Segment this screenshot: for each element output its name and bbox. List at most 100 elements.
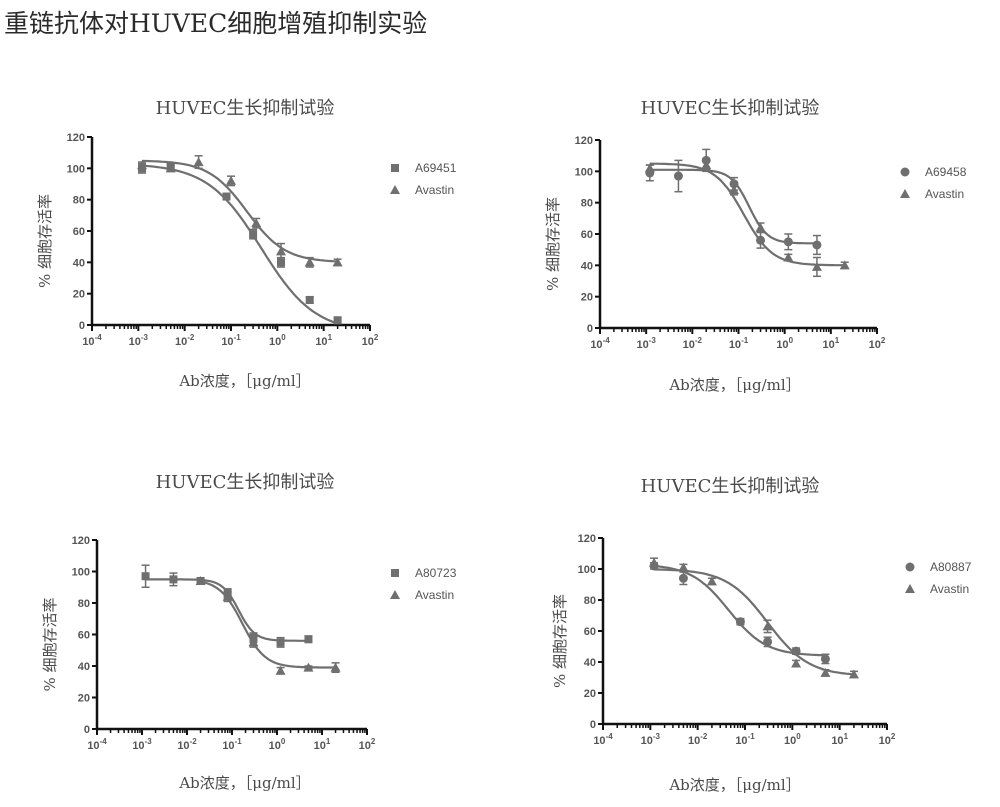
data-point [248, 637, 259, 647]
x-tick-label: 10-1 [221, 333, 241, 348]
legend-label: A80723 [415, 566, 457, 580]
data-point [820, 667, 831, 677]
square-legend-icon [391, 569, 399, 577]
data-point [820, 654, 830, 664]
data-point [303, 662, 314, 672]
data-point [735, 617, 745, 627]
legend-label: Avastin [925, 187, 964, 201]
x-tick-label: 10-2 [177, 737, 197, 752]
data-point [193, 157, 204, 167]
data-point [276, 246, 287, 256]
x-tick-label: 100 [784, 732, 801, 747]
x-tick-label: 101 [314, 737, 331, 752]
triangle-legend-icon [905, 584, 915, 593]
y-tick-label: 40 [584, 657, 596, 669]
y-axis-label: % 细胞存活率 [36, 194, 54, 288]
x-tick-label: 102 [359, 737, 376, 752]
x-axis-label: Ab浓度，［μg/ml］ [668, 776, 800, 794]
data-point [763, 637, 773, 647]
x-tick-label: 10-1 [735, 732, 755, 747]
x-tick-label: 100 [269, 737, 286, 752]
triangle-legend-icon [390, 185, 400, 194]
circle-legend-icon [905, 562, 915, 572]
x-tick-label: 102 [362, 333, 379, 348]
legend-label: A69451 [415, 161, 457, 175]
data-point [678, 573, 688, 583]
y-tick-label: 120 [578, 533, 596, 545]
data-point [195, 575, 206, 585]
data-point [275, 665, 286, 675]
legend-label: Avastin [415, 183, 454, 197]
legend-label: A80887 [930, 560, 972, 574]
page-title: 重链抗体对HUVEC细胞增殖抑制实验 [4, 9, 428, 38]
x-axis-label: Ab浓度，［μg/ml］ [178, 774, 310, 792]
x-tick-label: 10-3 [641, 732, 661, 747]
y-tick-label: 40 [581, 260, 593, 272]
data-point [729, 185, 740, 195]
fit-curve [200, 580, 336, 669]
data-point [783, 252, 794, 262]
y-tick-label: 80 [584, 595, 596, 607]
data-point [332, 257, 343, 267]
series-a80887 [649, 561, 830, 665]
y-tick-label: 80 [581, 198, 593, 210]
data-point [249, 230, 258, 239]
y-axis-label: % 细胞存活率 [544, 197, 562, 291]
x-tick-label: 10-2 [175, 333, 195, 348]
x-tick-label: 101 [822, 336, 839, 351]
triangle-legend-icon [390, 590, 400, 599]
y-tick-label: 100 [72, 567, 90, 579]
data-point [304, 635, 313, 644]
legend-label: Avastin [415, 588, 454, 602]
x-tick-label: 10-3 [132, 737, 152, 752]
y-tick-label: 0 [587, 323, 593, 335]
legend-label: A69458 [925, 165, 967, 179]
data-point [649, 557, 660, 567]
y-tick-label: 60 [581, 229, 593, 241]
x-tick-label: 102 [869, 336, 886, 351]
y-tick-label: 100 [575, 166, 593, 178]
y-axis-label: % 细胞存活率 [551, 594, 569, 688]
x-axis-label: Ab浓度，［μg/ml］ [668, 376, 800, 394]
chart-1: HUVEC生长抑制试验 0 20 40 60 80 100 120 10-4 10-3 10-2 10… [36, 98, 457, 390]
y-tick-label: 80 [73, 195, 85, 207]
y-tick-label: 0 [84, 724, 90, 736]
y-tick-label: 100 [67, 163, 85, 175]
series-avastin [195, 575, 341, 675]
data-point [701, 160, 712, 170]
data-point [706, 576, 717, 586]
data-point [277, 258, 286, 267]
fit-curve [141, 159, 338, 263]
chart-3: HUVEC生长抑制试验 0 20 40 60 80 100 120 10-4 10-3 10-2 10… [41, 472, 457, 792]
data-point [276, 638, 285, 647]
data-point [762, 621, 773, 631]
data-point [791, 658, 802, 668]
legend-label: Avastin [930, 582, 969, 596]
data-point [305, 295, 314, 304]
y-tick-label: 100 [578, 564, 596, 576]
y-tick-label: 0 [79, 320, 85, 332]
chart-2: HUVEC生长抑制试验 0 20 40 60 80 100 120 10-4 10-3 10-2 10… [544, 98, 967, 394]
data-point [304, 257, 315, 267]
x-tick-label: 101 [831, 732, 848, 747]
x-tick-label: 100 [269, 333, 286, 348]
y-tick-label: 0 [590, 719, 596, 731]
triangle-legend-icon [900, 189, 910, 198]
square-legend-icon [391, 164, 399, 172]
chart-title: HUVEC生长抑制试验 [156, 472, 335, 493]
y-tick-label: 80 [78, 598, 90, 610]
data-point [222, 192, 231, 201]
y-tick-label: 40 [73, 257, 85, 269]
series-avastin [649, 557, 859, 679]
y-tick-label: 120 [72, 535, 90, 547]
data-point [673, 171, 683, 181]
chart-title: HUVEC生长抑制试验 [156, 98, 335, 119]
data-point [226, 175, 236, 185]
x-tick-label: 102 [879, 732, 896, 747]
y-axis-label: % 细胞存活率 [41, 597, 59, 691]
y-tick-label: 60 [73, 226, 85, 238]
x-axis-label: Ab浓度，［μg/ml］ [178, 372, 310, 390]
x-tick-label: 10-4 [87, 737, 107, 752]
x-tick-label: 10-4 [82, 333, 102, 348]
